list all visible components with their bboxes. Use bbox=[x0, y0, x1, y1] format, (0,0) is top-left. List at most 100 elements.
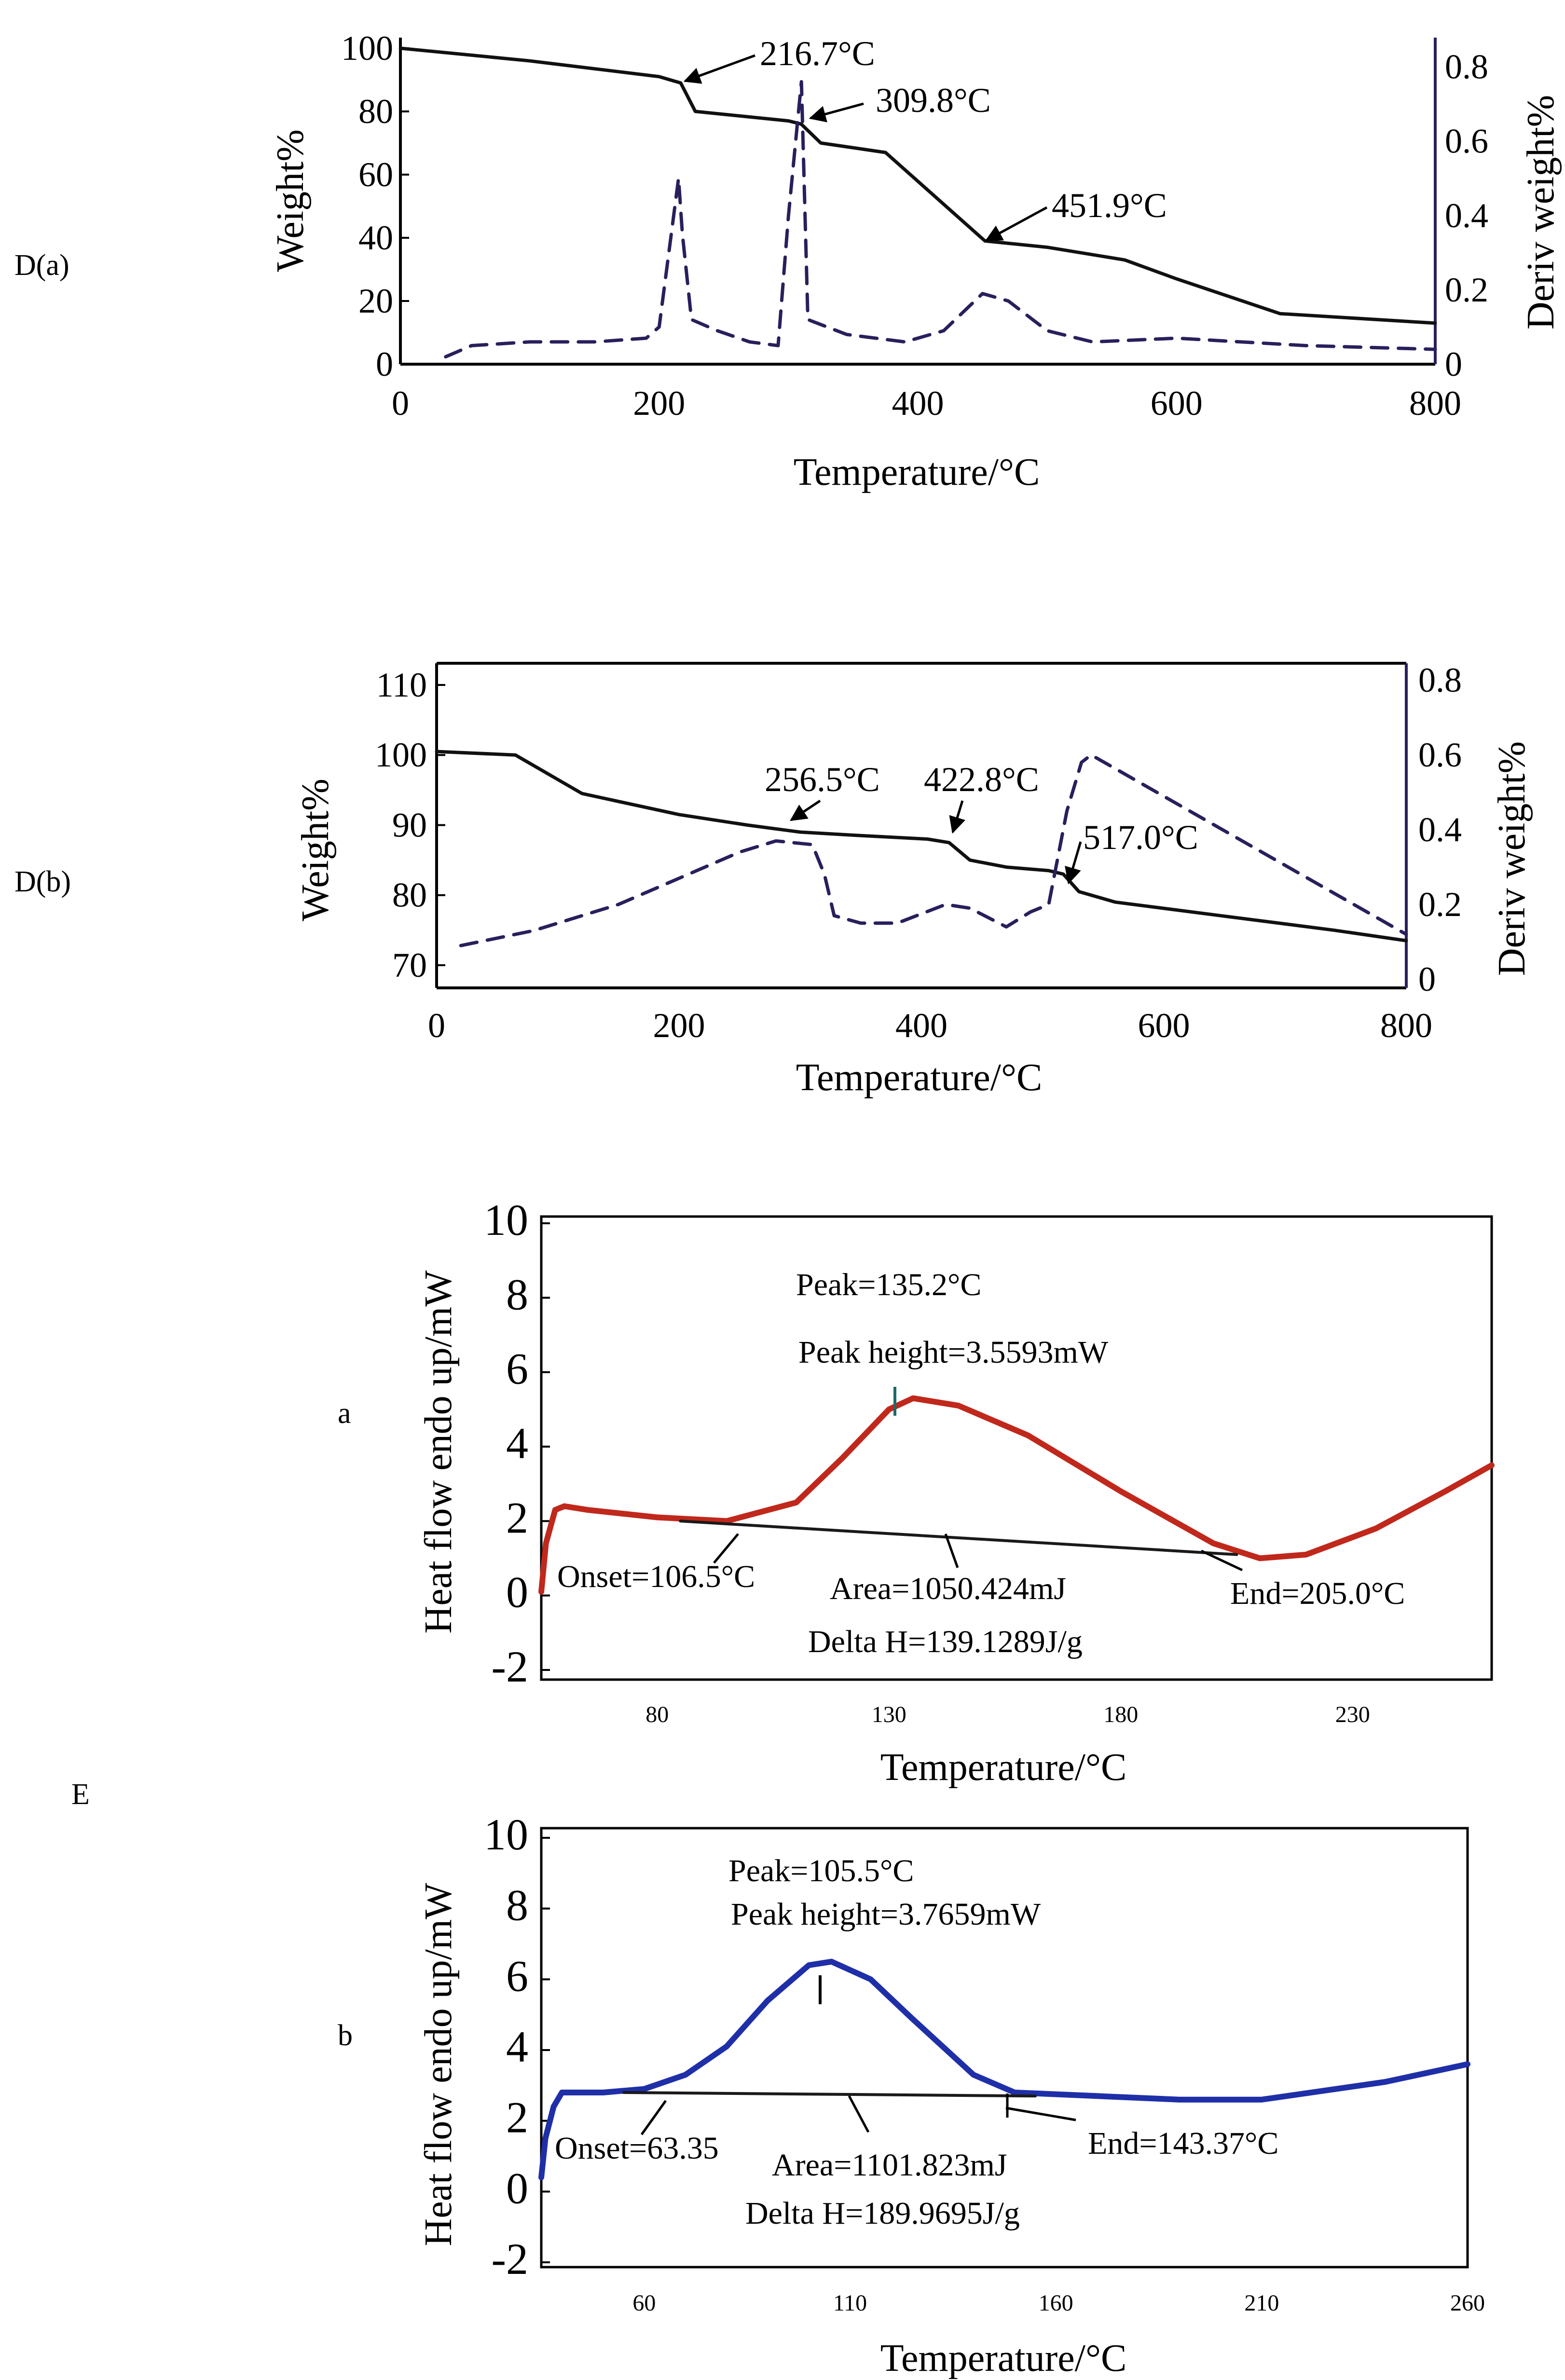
annotation-leader bbox=[985, 206, 1048, 242]
annotation-end: End=205.0°C bbox=[1230, 1576, 1405, 1611]
y2-tick-label: 0.2 bbox=[1418, 885, 1462, 924]
x-tick-label: 800 bbox=[1409, 384, 1461, 423]
x-tick-label: 800 bbox=[1380, 1006, 1432, 1045]
annotation-label: 256.5°C bbox=[765, 760, 880, 799]
series-group bbox=[538, 1395, 1495, 1595]
series-line-weight- bbox=[435, 750, 1408, 943]
annotation-label: 517.0°C bbox=[1083, 818, 1198, 857]
y-tick-label: 70 bbox=[392, 946, 427, 985]
y2-tick-label: 0.4 bbox=[1445, 196, 1488, 235]
series-group bbox=[398, 46, 1437, 359]
y2-tick-label: 0.6 bbox=[1445, 122, 1488, 161]
x-tick-label: 130 bbox=[872, 1702, 906, 1727]
panel-label-E: E bbox=[71, 1778, 90, 1811]
x-tick-labels: 0 200 400 600 800 bbox=[392, 384, 1461, 423]
y-tick-label: 20 bbox=[358, 282, 393, 320]
y-tick-label: 10 bbox=[484, 1810, 528, 1859]
onset-pointer bbox=[640, 2100, 667, 2135]
annotation-label: 309.8°C bbox=[876, 81, 991, 120]
panel-label-Db: D(b) bbox=[14, 865, 71, 898]
x-tick-label: 600 bbox=[1151, 384, 1203, 423]
y-tick-label: 10 bbox=[484, 1195, 528, 1245]
y-tick-label: 6 bbox=[506, 1344, 528, 1394]
y-tick-label: 4 bbox=[506, 1419, 528, 1468]
y-tick-labels: -2 0 2 4 6 8 10 bbox=[484, 1810, 550, 2284]
annotation-end: End=143.37°C bbox=[1088, 2126, 1278, 2161]
y-tick-label: -2 bbox=[491, 2234, 528, 2284]
annotation-peak: Peak=105.5°C bbox=[728, 1853, 914, 1888]
series-group bbox=[435, 750, 1408, 947]
x-axis-label: Temperature/°C bbox=[880, 2337, 1127, 2380]
chart-Eb: 60 110 160 210 260 -2 0 2 4 6 8 10 Peak=105.5°C Pe… bbox=[417, 1810, 1485, 2380]
area-pointer bbox=[848, 2095, 870, 2133]
x-tick-label: 230 bbox=[1335, 1702, 1370, 1727]
series-line-deriv-weight- bbox=[459, 753, 1408, 947]
x-axis-label: Temperature/°C bbox=[796, 1056, 1043, 1099]
y-tick-label: 100 bbox=[375, 736, 427, 774]
y2-tick-label: 0.8 bbox=[1445, 48, 1488, 86]
y-tick-label: 2 bbox=[506, 1493, 528, 1542]
x-axis-label: Temperature/°C bbox=[794, 451, 1040, 493]
y-axis-label: Weight% bbox=[269, 129, 312, 272]
panel-label-Eb: b bbox=[338, 2019, 353, 2052]
y-tick-label: 60 bbox=[358, 155, 393, 194]
chart-Db: 0 200 400 600 800 70 80 90 100 110 0 0.2 0.4 0.6 0.8… bbox=[294, 661, 1533, 1099]
x-tick-labels: 60 110 160 210 260 bbox=[632, 2290, 1485, 2316]
series-line-baseline-b- bbox=[622, 2091, 1037, 2098]
panel-label-Da: D(a) bbox=[14, 249, 69, 282]
series-line-heat-flow-a- bbox=[538, 1395, 1495, 1595]
x-tick-label: 110 bbox=[833, 2290, 867, 2316]
area-pointer bbox=[944, 1533, 959, 1568]
y-tick-label: 0 bbox=[506, 1568, 528, 1617]
y-tick-label: 90 bbox=[392, 806, 427, 844]
annotation-delta-h: Delta H=139.1289J/g bbox=[808, 1624, 1083, 1659]
x-tick-label: 0 bbox=[392, 384, 409, 423]
chart-Ea: 80 130 180 230 -2 0 2 4 6 8 10 Peak=135.2°C Peak … bbox=[417, 1195, 1495, 1789]
y-tick-label: 100 bbox=[341, 29, 393, 68]
y-tick-label: 80 bbox=[358, 92, 393, 131]
annotation-peak-height: Peak height=3.7659mW bbox=[731, 1897, 1041, 1932]
x-tick-label: 60 bbox=[632, 2290, 656, 2316]
annotation-leader bbox=[809, 102, 864, 123]
x-tick-labels: 80 130 180 230 bbox=[645, 1702, 1370, 1727]
y-tick-label: 0 bbox=[506, 2163, 528, 2213]
end-pointer bbox=[1200, 1549, 1243, 1572]
y-tick-labels: -2 0 2 4 6 8 10 bbox=[484, 1195, 550, 1691]
y-axis-label: Heat flow endo up/mW bbox=[417, 1883, 460, 2246]
x-tick-label: 180 bbox=[1103, 1702, 1138, 1727]
y-tick-label: 40 bbox=[358, 219, 393, 257]
x-tick-label: 400 bbox=[892, 384, 944, 423]
annotation-area: Area=1101.823mJ bbox=[772, 2147, 1007, 2183]
annotation-group: Peak=135.2°C Peak height=3.5593mW Onset=… bbox=[557, 1267, 1405, 1659]
series-line-heat-flow-b- bbox=[538, 1958, 1470, 2180]
x-axis-label: Temperature/°C bbox=[880, 1746, 1127, 1789]
onset-pointer bbox=[713, 1533, 739, 1564]
plot-frame bbox=[540, 1215, 1493, 1681]
end-pointer bbox=[1005, 2106, 1076, 2121]
y2-tick-labels: 0 0.2 0.4 0.6 0.8 bbox=[1418, 661, 1462, 999]
x-tick-labels: 0 200 400 600 800 bbox=[428, 1006, 1432, 1045]
y-tick-label: 0 bbox=[376, 345, 393, 383]
annotation-leader bbox=[1065, 841, 1082, 885]
annotation-leader bbox=[683, 54, 755, 84]
x-tick-label: 80 bbox=[645, 1702, 669, 1727]
annotation-delta-h: Delta H=189.9695J/g bbox=[745, 2196, 1020, 2231]
annotation-label: 216.7°C bbox=[760, 34, 875, 73]
y-tick-labels: 70 80 90 100 110 bbox=[375, 666, 445, 985]
chart-Da: 0 200 400 600 800 0 20 40 60 80 100 0 0.2 0.4 0.6 0.8… bbox=[269, 29, 1562, 493]
y2-tick-labels: 0 0.2 0.4 0.6 0.8 bbox=[1445, 48, 1488, 383]
y2-tick-label: 0.6 bbox=[1418, 736, 1462, 774]
y-tick-label: -2 bbox=[491, 1642, 528, 1691]
x-tick-label: 600 bbox=[1138, 1006, 1190, 1045]
plot-frame bbox=[540, 1827, 1469, 2269]
annotation-onset: Onset=63.35 bbox=[555, 2131, 719, 2166]
y2-axis-label: Deriv weight% bbox=[1520, 95, 1562, 330]
y-tick-label: 110 bbox=[376, 666, 427, 704]
y2-tick-label: 0 bbox=[1445, 345, 1462, 383]
annotation-group: Peak=105.5°C Peak height=3.7659mW Onset=… bbox=[555, 1853, 1278, 2231]
x-tick-label: 210 bbox=[1244, 2290, 1279, 2316]
series-group bbox=[538, 1958, 1470, 2180]
y-tick-label: 8 bbox=[506, 1270, 528, 1319]
annotation-leader bbox=[790, 799, 821, 821]
y2-tick-label: 0.2 bbox=[1445, 271, 1488, 309]
